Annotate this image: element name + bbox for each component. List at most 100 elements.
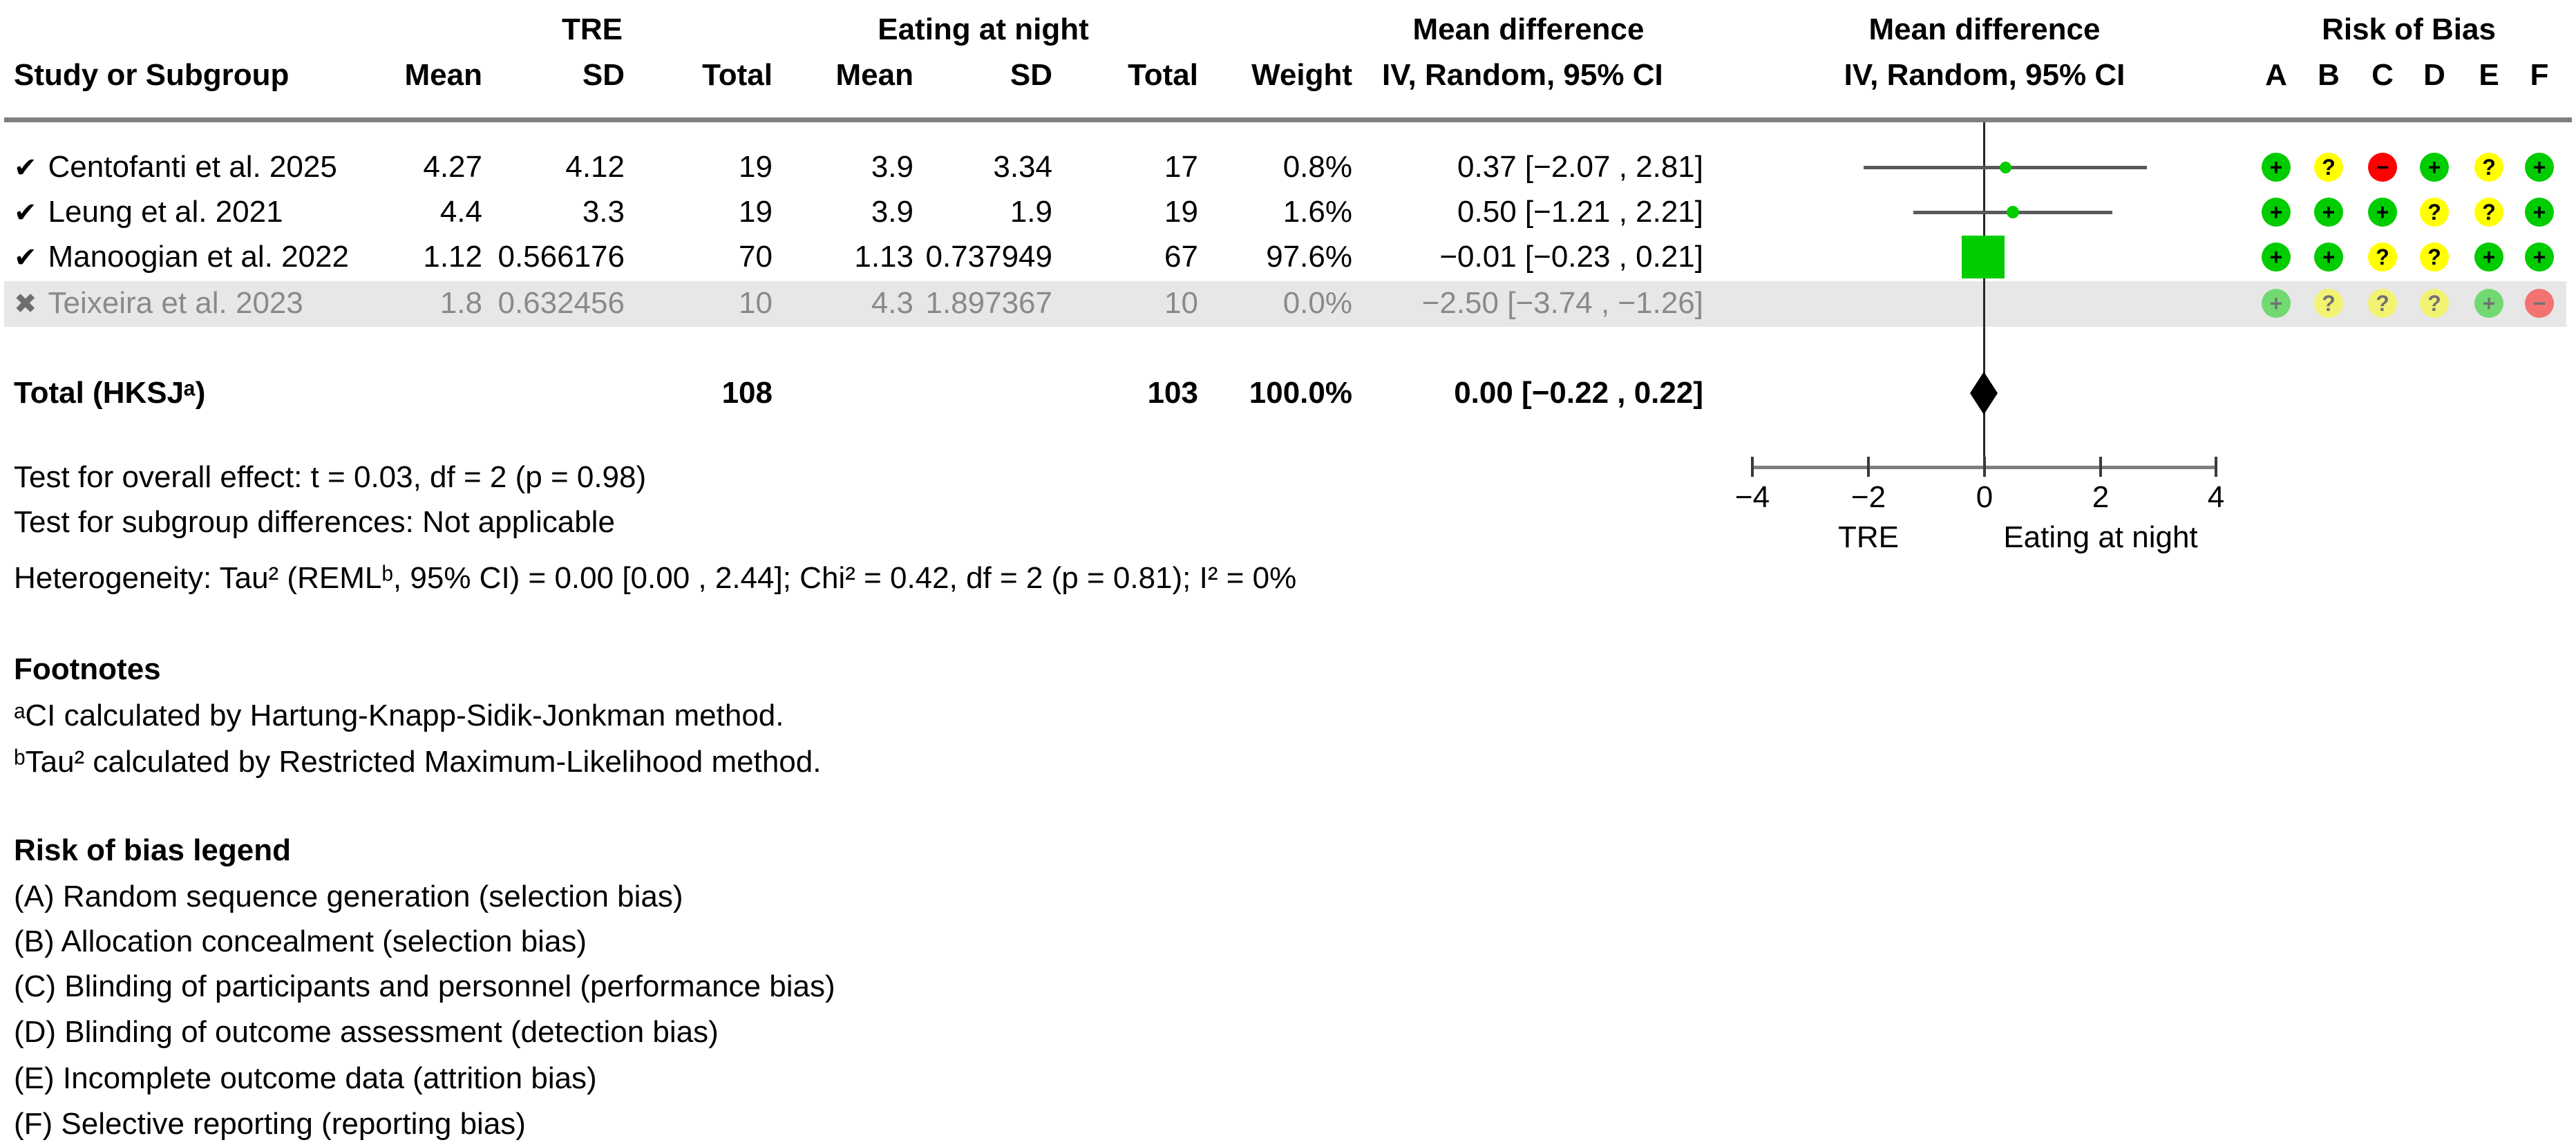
header-separator-line xyxy=(4,117,2572,122)
rob-circle: + xyxy=(2368,198,2397,227)
ean-sd-value: 1.897367 xyxy=(925,286,1052,320)
tre-sd-value: 3.3 xyxy=(582,195,625,229)
rob-letter-b: B xyxy=(2318,58,2340,92)
tre-mean-value: 1.12 xyxy=(423,240,482,274)
ean-mean-header: Mean xyxy=(835,58,913,92)
tre-mean-value: 4.27 xyxy=(423,150,482,184)
included-check-icon: ✔ xyxy=(14,198,37,228)
axis-tick xyxy=(1983,457,1986,477)
favours-left-label: TRE xyxy=(1838,520,1899,554)
rob-letter-a: A xyxy=(2265,58,2287,92)
rob-legend-item-b: (B) Allocation concealment (selection bi… xyxy=(14,925,587,958)
tre-total-value: 19 xyxy=(739,150,773,184)
rob-circle: ? xyxy=(2420,198,2449,227)
tre-mean-value: 1.8 xyxy=(439,286,482,320)
rob-legend-item-d: (D) Blinding of outcome assessment (dete… xyxy=(14,1015,719,1049)
ci-text: 0.50 [−1.21 , 2.21] xyxy=(1457,195,1703,229)
tre-total-header: Total xyxy=(702,58,773,92)
included-check-icon: ✔ xyxy=(14,153,37,183)
rob-legend-title: Risk of bias legend xyxy=(14,833,291,867)
tre-sd-value: 0.632456 xyxy=(498,286,625,320)
rob-legend-item-a: (A) Random sequence generation (selectio… xyxy=(14,880,683,913)
ean-total-value: 10 xyxy=(1164,286,1198,320)
rob-circle: + xyxy=(2420,153,2449,182)
favours-right-label: Eating at night xyxy=(2003,520,2198,554)
group1-header: TRE xyxy=(562,12,623,46)
weight-value: 1.6% xyxy=(1282,195,1352,229)
point-estimate-square xyxy=(1962,236,2005,278)
tre-sd-header: SD xyxy=(582,58,625,92)
rob-circle: + xyxy=(2474,289,2503,318)
ci-text: −2.50 [−3.74 , −1.26] xyxy=(1421,286,1703,320)
rob-circle: + xyxy=(2262,243,2291,272)
study-name: Leung et al. 2021 xyxy=(48,195,283,229)
ean-sd-value: 1.9 xyxy=(1010,195,1052,229)
tre-mean-value: 4.4 xyxy=(439,195,482,229)
table-row: ✔ Manoogian et al. 2022 1.12 0.566176 70 … xyxy=(0,234,2576,280)
tre-sd-value: 4.12 xyxy=(565,150,625,184)
ean-total-value: 17 xyxy=(1164,150,1198,184)
rob-circle: ? xyxy=(2314,153,2343,182)
point-estimate-dot xyxy=(1999,161,2011,173)
plot-subheader: IV, Random, 95% CI xyxy=(1844,58,2125,92)
axis-tick-label: 4 xyxy=(2207,480,2225,514)
group2-header: Eating at night xyxy=(878,12,1089,46)
rob-circle: ? xyxy=(2474,198,2503,227)
rob-circle: + xyxy=(2262,289,2291,318)
column-header-row: Study or Subgroup Mean SD Total Mean SD … xyxy=(0,53,2576,98)
study-name-cell: ✔ Manoogian et al. 2022 xyxy=(14,234,349,280)
zero-effect-line xyxy=(1983,122,1985,467)
ean-sd-value: 3.34 xyxy=(993,150,1052,184)
table-row: ✔ Centofanti et al. 2025 4.27 4.12 19 3.9… xyxy=(0,144,2576,190)
rob-circle: − xyxy=(2368,153,2397,182)
ean-total-header: Total xyxy=(1128,58,1198,92)
weight-value: 0.8% xyxy=(1282,150,1352,184)
ean-grand-total: 103 xyxy=(1147,376,1198,410)
table-row: ✔ Leung et al. 2021 4.4 3.3 19 3.9 1.9 19… xyxy=(0,189,2576,235)
ci-column-subheader: IV, Random, 95% CI xyxy=(1382,58,1663,92)
heterogeneity-stats: Heterogeneity: Tau² (REMLᵇ, 95% CI) = 0.… xyxy=(14,561,1297,595)
footnote-a: ᵃCI calculated by Hartung-Knapp-Sidik-Jo… xyxy=(14,699,784,732)
rob-legend-item-f: (F) Selective reporting (reporting bias) xyxy=(14,1107,526,1141)
excluded-study-band xyxy=(4,281,2566,327)
tre-grand-total: 108 xyxy=(721,376,773,410)
rob-circle: + xyxy=(2525,198,2554,227)
tre-mean-header: Mean xyxy=(404,58,482,92)
total-ci-text: 0.00 [−0.22 , 0.22] xyxy=(1454,376,1703,410)
axis-tick xyxy=(1751,457,1754,477)
weight-header: Weight xyxy=(1251,58,1352,92)
rob-circle: ? xyxy=(2368,289,2397,318)
ean-total-value: 67 xyxy=(1164,240,1198,274)
rob-circle: + xyxy=(2262,153,2291,182)
effect-column-header: Mean difference xyxy=(1412,12,1645,46)
rob-circle: + xyxy=(2525,243,2554,272)
plot-header: Mean difference xyxy=(1868,12,2101,46)
axis-tick xyxy=(1867,457,1870,477)
study-name: Teixeira et al. 2023 xyxy=(48,286,303,320)
study-name-cell: ✔ Leung et al. 2021 xyxy=(14,189,283,235)
total-diamond xyxy=(1970,372,1998,415)
tre-total-value: 70 xyxy=(739,240,773,274)
rob-letter-e: E xyxy=(2479,58,2499,92)
group-header-row: TRE Eating at night Mean difference Mean… xyxy=(0,7,2576,53)
study-column-header: Study or Subgroup xyxy=(14,58,290,92)
rob-legend-item-e: (E) Incomplete outcome data (attrition b… xyxy=(14,1061,597,1095)
total-weight: 100.0% xyxy=(1249,376,1352,410)
ci-text: 0.37 [−2.07 , 2.81] xyxy=(1457,150,1703,184)
ean-sd-value: 0.737949 xyxy=(925,240,1052,274)
rob-circle: + xyxy=(2262,198,2291,227)
axis-tick-label: 0 xyxy=(1976,480,1993,514)
axis-tick-label: −2 xyxy=(1850,480,1886,514)
rob-circle: + xyxy=(2314,243,2343,272)
rob-circle: − xyxy=(2525,289,2554,318)
rob-circle: + xyxy=(2525,153,2554,182)
weight-value: 0.0% xyxy=(1282,286,1352,320)
weight-value: 97.6% xyxy=(1266,240,1352,274)
ean-total-value: 19 xyxy=(1164,195,1198,229)
included-check-icon: ✔ xyxy=(14,243,37,273)
rob-circle: ? xyxy=(2474,153,2503,182)
test-overall-effect: Test for overall effect: t = 0.03, df = … xyxy=(14,460,647,494)
table-row-excluded: ✖ Teixeira et al. 2023 1.8 0.632456 10 4.… xyxy=(0,281,2576,326)
